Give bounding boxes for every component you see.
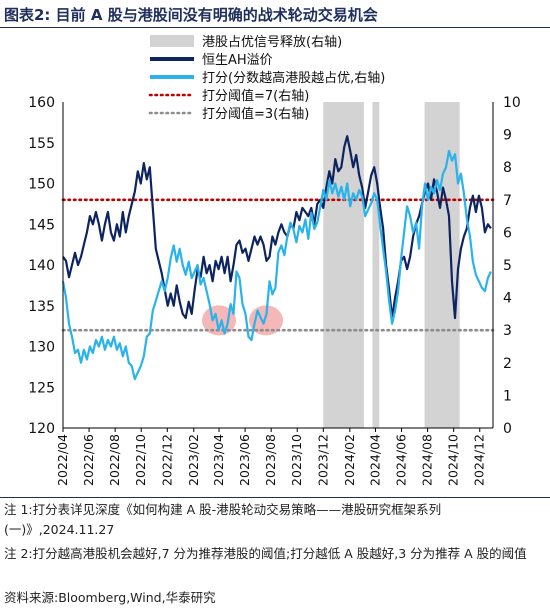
left-tick-label: 120 — [28, 421, 55, 437]
left-tick-label: 145 — [28, 217, 55, 233]
x-tick-label: 2022/04 — [55, 434, 70, 486]
source-note: 资料来源:Bloomberg,Wind,华泰研究 — [4, 590, 216, 605]
x-tick-label: 2023/12 — [315, 434, 330, 486]
left-tick-label: 150 — [28, 177, 55, 193]
x-tick-label: 2022/10 — [133, 434, 148, 486]
legend-item-4: 打分阈值=7(右轴) — [148, 88, 309, 104]
right-tick-label: 1 — [503, 388, 512, 404]
ah-premium-line — [62, 135, 492, 320]
right-tick-label: 9 — [503, 128, 512, 144]
left-tick-label: 125 — [28, 380, 55, 396]
x-tick-label: 2023/04 — [211, 434, 226, 486]
x-tick-label: 2024/06 — [394, 434, 409, 486]
left-tick-label: 140 — [28, 258, 55, 274]
legend-swatch-band — [150, 35, 194, 47]
right-tick-label: 5 — [503, 258, 512, 274]
x-tick-label: 2024/08 — [420, 434, 435, 486]
left-tick-label: 155 — [28, 136, 55, 152]
title-bar: 图表2: 目前 A 股与港股间没有明确的战术轮动交易机会 — [0, 0, 550, 28]
legend-label: 港股占优信号释放(右轴) — [202, 35, 342, 50]
note-1: 注 1:打分表详见深度《如何构建 A 股-港股轮动交易策略——港股研究框架系列(… — [4, 502, 442, 537]
highlight-markers — [202, 305, 284, 336]
x-tick-label: 2022/08 — [107, 434, 122, 486]
x-tick-label: 2023/02 — [186, 434, 201, 486]
score-line — [61, 149, 492, 381]
x-tick-label: 2022/12 — [159, 434, 174, 486]
left-tick-label: 135 — [28, 299, 55, 315]
legend-item-5: 打分阈值=3(右轴) — [148, 106, 309, 122]
footer-rule — [0, 497, 550, 498]
threshold-lines — [61, 198, 495, 332]
x-tick-label: 2023/10 — [289, 434, 304, 486]
note-2: 注 2:打分越高港股机会越好,7 分为推荐港股的阈值;打分越低 A 股越好,3 … — [4, 546, 527, 561]
right-tick-label: 7 — [503, 193, 512, 209]
x-tick-label: 2024/02 — [342, 434, 357, 486]
legend-label: 打分(分数越高港股越占优,右轴) — [202, 70, 385, 86]
legend-item-1: 港股占优信号释放(右轴) — [150, 35, 342, 50]
right-tick-label: 3 — [503, 323, 512, 339]
chart-title: 图表2: 目前 A 股与港股间没有明确的战术轮动交易机会 — [4, 6, 378, 24]
right-tick-label: 8 — [503, 160, 512, 176]
x-tick-label: 2023/08 — [263, 434, 278, 486]
right-tick-label: 6 — [503, 225, 512, 241]
legend-item-3: 打分(分数越高港股越占优,右轴) — [150, 70, 385, 86]
signal-band-3 — [424, 102, 460, 428]
right-tick-label: 4 — [503, 291, 512, 307]
left-tick-label: 130 — [28, 340, 55, 356]
x-tick-label: 2024/04 — [367, 434, 382, 486]
right-tick-label: 2 — [503, 356, 512, 372]
legend-label: 打分阈值=3(右轴) — [202, 106, 309, 122]
legend-item-2: 恒生AH溢价 — [150, 53, 273, 68]
x-tick-label: 2024/10 — [446, 434, 461, 486]
x-tick-label: 2022/06 — [81, 434, 96, 486]
left-tick-label: 160 — [28, 95, 55, 111]
right-tick-label: 0 — [503, 421, 512, 437]
legend-label: 打分阈值=7(右轴) — [202, 88, 309, 104]
x-tick-label: 2023/06 — [237, 434, 252, 486]
signal-band-2 — [372, 102, 380, 428]
x-tick-label: 2024/12 — [472, 434, 487, 486]
series-lines — [61, 135, 492, 381]
legend-label: 恒生AH溢价 — [202, 53, 273, 68]
title-rule — [0, 27, 550, 28]
axes: 1601551501451401351301251201098765432102… — [28, 95, 521, 486]
right-tick-label: 10 — [503, 95, 521, 111]
chart: 1601551501451401351301251201098765432102… — [28, 35, 521, 486]
